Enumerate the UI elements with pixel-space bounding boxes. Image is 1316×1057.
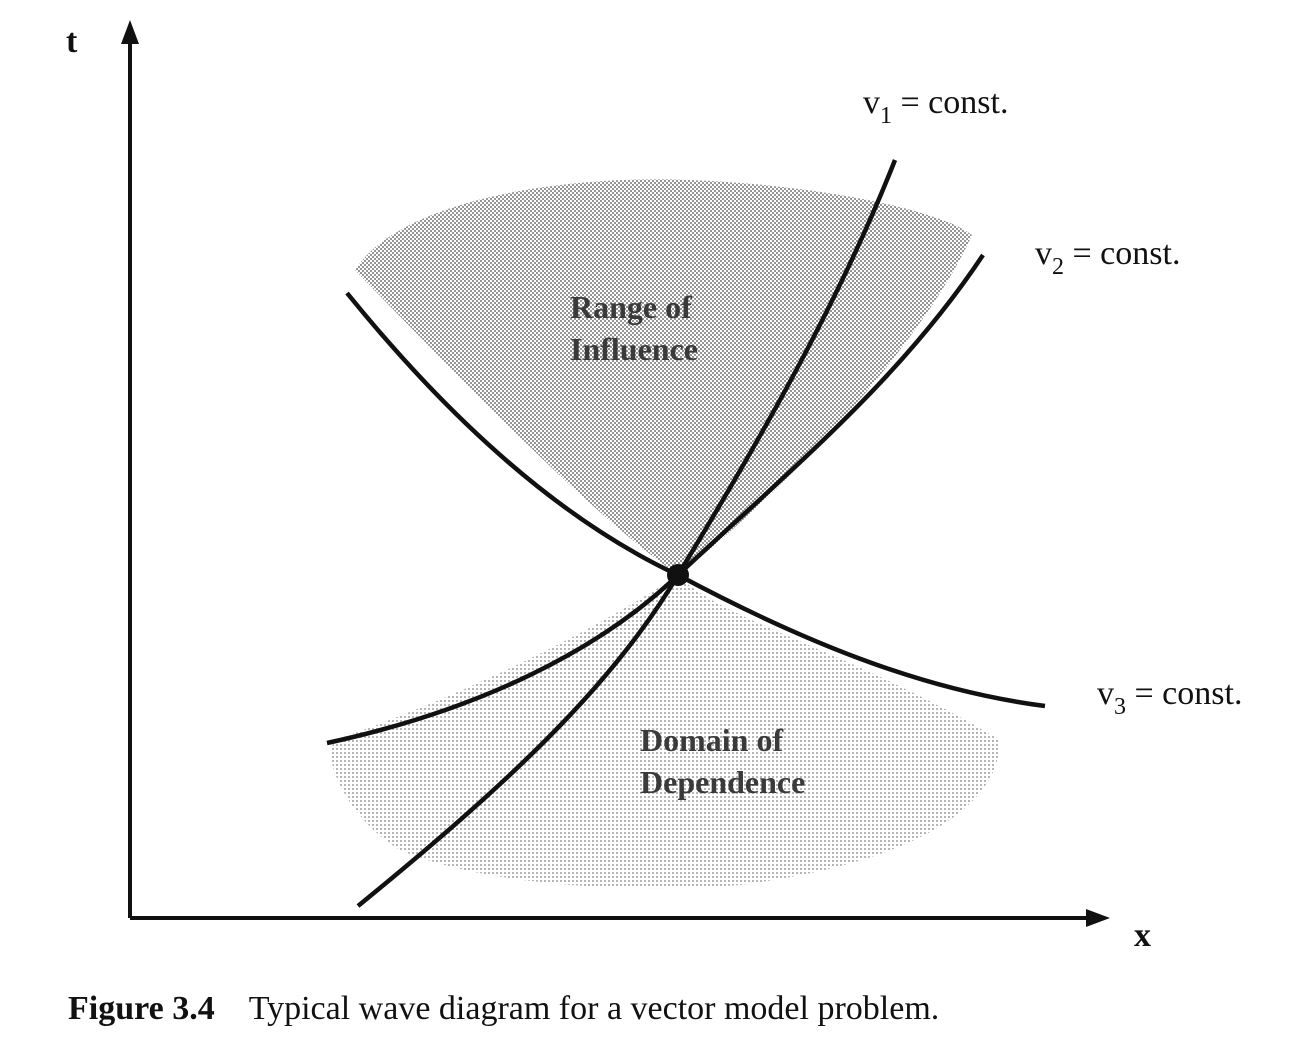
- v3-subscript: 3: [1114, 694, 1126, 720]
- intersection-point: [667, 564, 689, 586]
- range-of-influence-shading: [355, 179, 972, 575]
- v1-label: v1 = const.: [863, 84, 1008, 129]
- range-of-influence-line-2: Influence: [570, 331, 698, 367]
- figure-caption: Figure 3.4 Typical wave diagram for a vec…: [68, 990, 939, 1028]
- t-axis-arrowhead: [121, 20, 139, 44]
- v3-rest: = const.: [1126, 675, 1242, 712]
- v2-label: v2 = const.: [1035, 235, 1180, 280]
- v1-symbol: v: [863, 84, 880, 121]
- x-axis-label: x: [1134, 917, 1151, 954]
- v1-rest: = const.: [892, 84, 1008, 121]
- range-of-influence-line-1: Range of: [570, 289, 692, 325]
- x-axis-arrowhead: [1086, 909, 1110, 927]
- figure-number: Figure 3.4: [68, 990, 215, 1027]
- range-of-influence-label: Range of Influence: [570, 289, 700, 367]
- v2-subscript: 2: [1052, 254, 1064, 280]
- v3-label: v3 = const.: [1097, 675, 1242, 720]
- t-axis-label: t: [66, 23, 78, 60]
- domain-of-dependence-line-2: Dependence: [640, 764, 805, 800]
- domain-of-dependence-shading: [331, 575, 1001, 889]
- domain-of-dependence-label: Domain of Dependence: [640, 722, 805, 800]
- v2-rest: = const.: [1064, 235, 1180, 272]
- figure-caption-text: Typical wave diagram for a vector model …: [248, 990, 940, 1027]
- v3-symbol: v: [1097, 675, 1114, 712]
- v2-symbol: v: [1035, 235, 1052, 272]
- domain-of-dependence-line-1: Domain of: [640, 722, 783, 758]
- v1-subscript: 1: [880, 103, 892, 129]
